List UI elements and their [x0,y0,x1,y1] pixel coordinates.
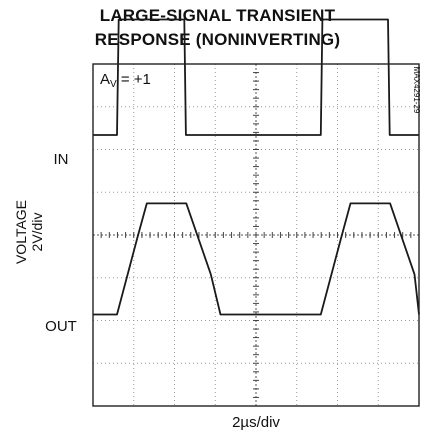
y-axis-label-line2: 2V/div [29,213,45,252]
gain-label: AV = +1 [100,71,151,90]
grid [93,64,419,406]
y-axis-label-line1: VOLTAGE [13,200,29,264]
part-number-label: MAX4291-29 [412,67,421,114]
series-label-out: OUT [45,318,77,335]
series-label-in: IN [54,151,69,168]
x-axis-label: 2µs/div [232,414,280,431]
